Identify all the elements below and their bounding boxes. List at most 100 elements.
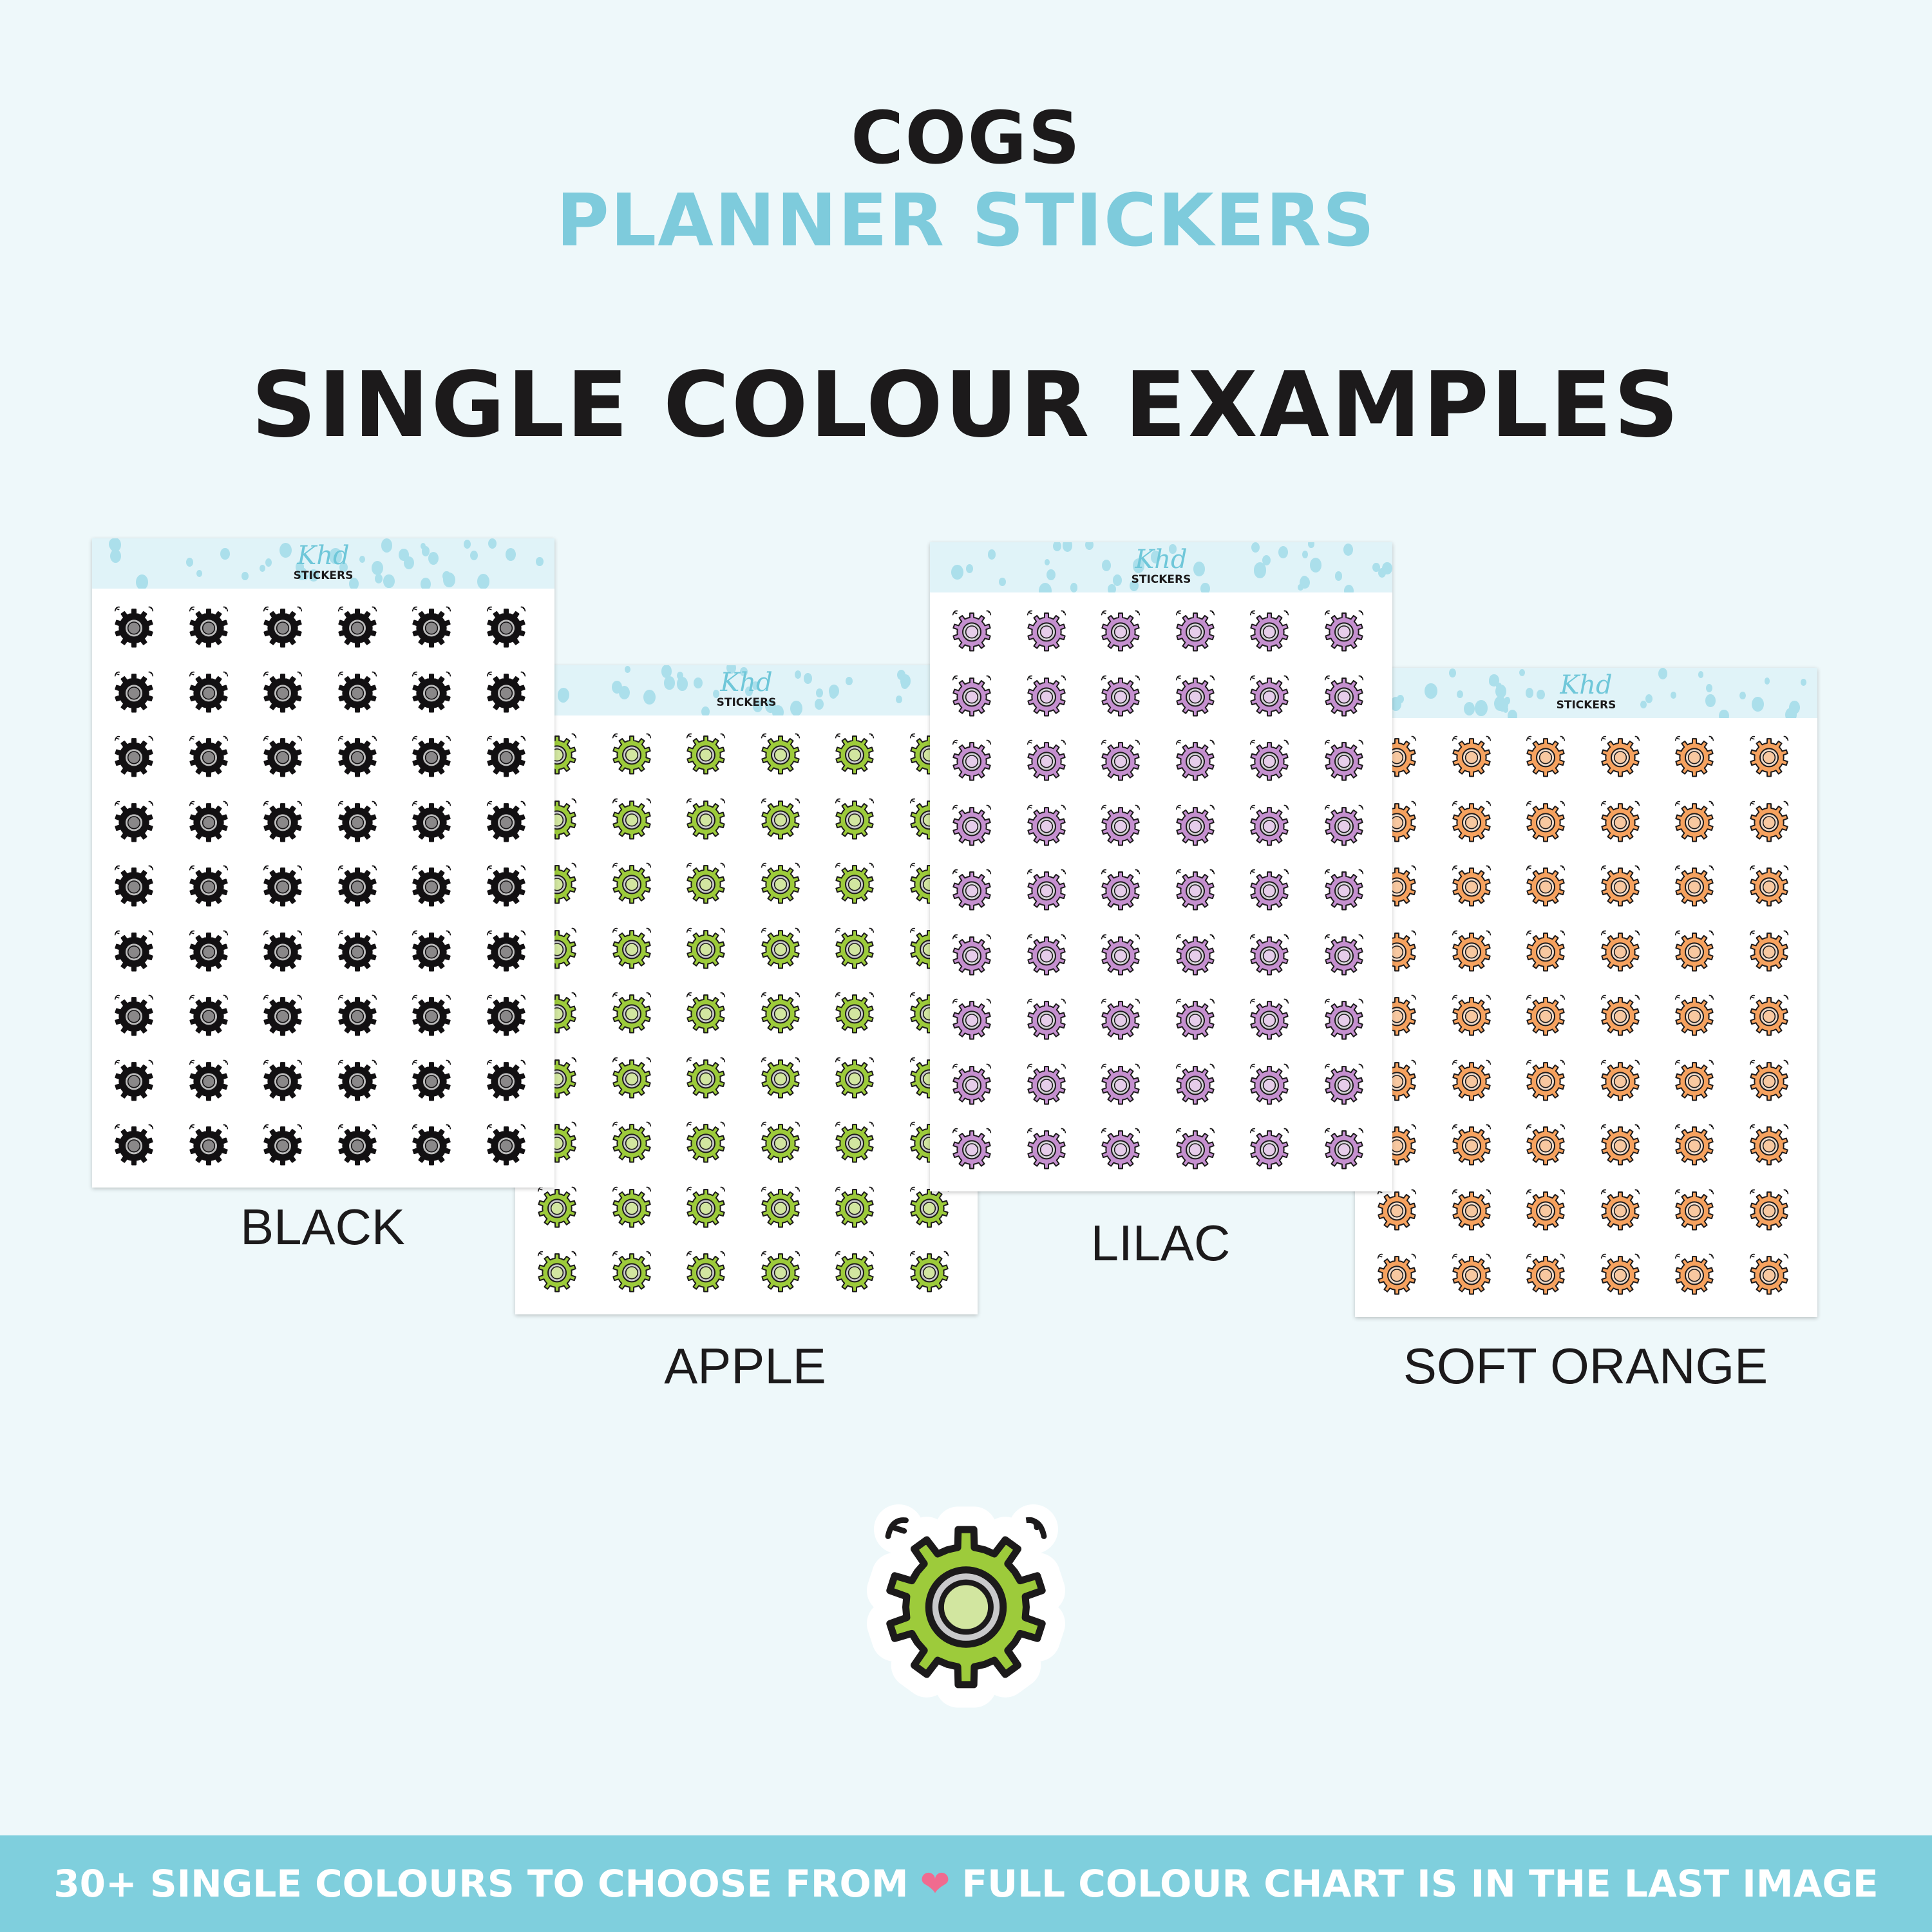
cog-sticker bbox=[1170, 864, 1221, 916]
pattern-dot bbox=[896, 695, 902, 703]
cog-sticker bbox=[183, 796, 234, 848]
cog-icon bbox=[1324, 804, 1363, 846]
cog-sticker bbox=[183, 1055, 234, 1106]
pattern-dot bbox=[260, 564, 266, 573]
cog-sticker bbox=[480, 667, 532, 718]
cog-sticker bbox=[332, 731, 383, 782]
pattern-dot bbox=[375, 573, 383, 583]
cog-sticker bbox=[829, 1117, 880, 1168]
cog-sticker bbox=[829, 987, 880, 1039]
cog-sticker bbox=[1021, 1059, 1072, 1110]
cog-sticker bbox=[1170, 1059, 1221, 1110]
cog-sticker bbox=[257, 990, 308, 1041]
pattern-dot bbox=[612, 680, 623, 694]
cog-sticker bbox=[480, 1055, 532, 1106]
cog-sticker bbox=[1595, 860, 1646, 912]
cog-icon bbox=[1452, 930, 1491, 972]
cog-sticker bbox=[1170, 605, 1221, 657]
logo-script: Khd bbox=[720, 668, 773, 697]
pattern-dot bbox=[348, 577, 359, 589]
pattern-dot bbox=[359, 555, 365, 564]
cog-icon bbox=[952, 1063, 992, 1105]
cog-icon bbox=[1249, 869, 1289, 911]
cog-icon bbox=[537, 1251, 577, 1293]
cog-icon bbox=[1175, 934, 1215, 976]
cog-sticker bbox=[755, 793, 806, 845]
pattern-dot bbox=[752, 681, 759, 690]
sticker-sheet-black: Khd STICKERS bbox=[92, 538, 554, 1188]
cog-sticker bbox=[1595, 731, 1646, 782]
cog-sticker bbox=[1318, 864, 1370, 916]
cog-sticker bbox=[1244, 800, 1295, 851]
cog-sticker bbox=[257, 796, 308, 848]
cog-icon bbox=[1027, 869, 1066, 911]
cog-sticker bbox=[1669, 925, 1720, 977]
cog-sticker bbox=[755, 923, 806, 974]
pattern-dot bbox=[676, 671, 683, 680]
pattern-dot bbox=[339, 562, 348, 573]
cog-sticker bbox=[183, 667, 234, 718]
cog-sticker bbox=[1371, 1184, 1423, 1236]
cog-sticker bbox=[1244, 864, 1295, 916]
cog-icon bbox=[1600, 1253, 1640, 1295]
pattern-dot bbox=[138, 579, 144, 587]
cog-icon bbox=[263, 994, 303, 1036]
cog-icon bbox=[189, 994, 228, 1036]
cog-icon bbox=[1749, 930, 1788, 972]
cog-sticker bbox=[1743, 1119, 1795, 1171]
cog-icon bbox=[952, 739, 992, 781]
cog-icon bbox=[1101, 610, 1141, 652]
cog-icon bbox=[1249, 1063, 1289, 1105]
cog-icon bbox=[1600, 1124, 1640, 1166]
cog-icon bbox=[612, 798, 651, 840]
pattern-dot bbox=[1640, 701, 1647, 709]
cog-icon bbox=[612, 1121, 651, 1163]
cog-sticker bbox=[1318, 800, 1370, 851]
cog-sticker bbox=[406, 796, 457, 848]
cog-icon bbox=[1324, 675, 1363, 717]
cog-icon bbox=[1674, 930, 1714, 972]
cog-icon bbox=[114, 735, 154, 777]
cog-sticker bbox=[108, 667, 160, 718]
cog-icon bbox=[337, 994, 377, 1036]
cog-sticker bbox=[480, 925, 532, 977]
cog-icon bbox=[486, 735, 526, 777]
cog-sticker bbox=[183, 860, 234, 912]
cog-icon bbox=[1526, 1189, 1566, 1231]
product-title: COGS bbox=[851, 97, 1081, 180]
cog-icon bbox=[337, 800, 377, 842]
label-black: BLACK bbox=[240, 1198, 405, 1255]
cog-icon bbox=[1674, 735, 1714, 777]
cog-sticker bbox=[1170, 929, 1221, 981]
cog-sticker bbox=[108, 601, 160, 653]
pattern-dot bbox=[951, 564, 963, 580]
two-hearts-icon: ❤ bbox=[920, 1862, 951, 1905]
cog-sticker bbox=[1520, 731, 1571, 782]
cog-icon bbox=[189, 1059, 228, 1101]
cog-icon bbox=[486, 671, 526, 713]
cog-sticker bbox=[1595, 1184, 1646, 1236]
cog-icon bbox=[189, 606, 228, 648]
cog-sticker bbox=[257, 925, 308, 977]
cog-icon bbox=[835, 862, 875, 904]
cog-icon bbox=[1452, 1253, 1491, 1295]
cog-icon bbox=[1324, 934, 1363, 976]
cog-icon bbox=[686, 1121, 726, 1163]
cog-icon bbox=[114, 994, 154, 1036]
cog-icon bbox=[1249, 998, 1289, 1040]
pattern-dot bbox=[1343, 584, 1354, 592]
cog-icon bbox=[412, 671, 451, 713]
cog-icon bbox=[263, 800, 303, 842]
cog-icon bbox=[263, 735, 303, 777]
cog-sticker bbox=[680, 793, 732, 845]
cog-icon bbox=[412, 735, 451, 777]
cog-icon bbox=[761, 927, 800, 969]
logo-script: Khd bbox=[1135, 545, 1188, 574]
pattern-dot bbox=[713, 690, 720, 698]
cog-sticker bbox=[332, 990, 383, 1041]
cog-icon bbox=[1749, 1124, 1788, 1166]
pattern-dot bbox=[381, 538, 392, 553]
cog-sticker bbox=[531, 1182, 583, 1233]
cog-sticker bbox=[680, 923, 732, 974]
cog-sticker bbox=[680, 1052, 732, 1104]
